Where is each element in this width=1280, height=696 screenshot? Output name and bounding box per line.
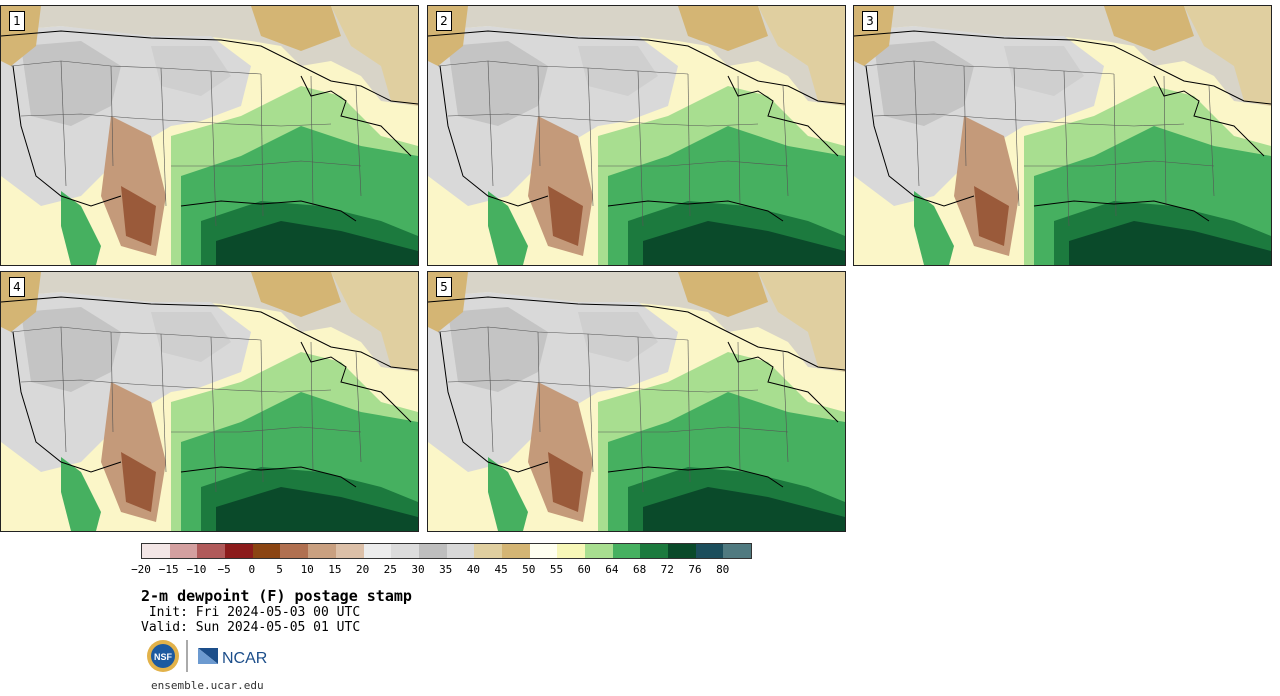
colorbar-tick-label: 25 bbox=[383, 563, 397, 576]
ncar-logo-text: NCAR bbox=[222, 650, 267, 667]
colorbar-tick-label: 64 bbox=[605, 563, 619, 576]
colorbar-segment bbox=[225, 544, 253, 558]
panel-label: 2 bbox=[436, 11, 452, 31]
panel-label: 5 bbox=[436, 277, 452, 297]
valid-time: Valid: Sun 2024-05-05 01 UTC bbox=[141, 620, 361, 635]
colorbar-tick-label: 15 bbox=[328, 563, 342, 576]
panel-label: 4 bbox=[9, 277, 25, 297]
map-panel-2: 2 bbox=[427, 5, 846, 266]
colorbar-tick-label: −20 bbox=[131, 563, 151, 576]
colorbar-ticks: −20 −15 −10 −5 0 5 10 15 20 25 30 35 40 45 50 55 60 64 68 7… bbox=[131, 563, 761, 577]
colorbar-tick-label: −15 bbox=[158, 563, 179, 576]
dewpoint-map-4 bbox=[1, 272, 418, 531]
colorbar-tick-label: 30 bbox=[411, 563, 425, 576]
colorbar-segment bbox=[668, 544, 696, 558]
colorbar-tick-label: 60 bbox=[577, 563, 591, 576]
nsf-logo-text: NSF bbox=[154, 652, 173, 662]
map-panel-4: 4 bbox=[0, 271, 419, 532]
panel-label: 3 bbox=[862, 11, 878, 31]
dewpoint-map-3 bbox=[854, 6, 1271, 265]
colorbar-tick-label: −5 bbox=[217, 563, 231, 576]
map-panel-1: 1 bbox=[0, 5, 419, 266]
colorbar-segment bbox=[308, 544, 336, 558]
colorbar-segment bbox=[446, 544, 475, 558]
colorbar-tick-label: 40 bbox=[466, 563, 481, 576]
colorbar-segment bbox=[695, 544, 724, 558]
ncar-logo-icon: NCAR bbox=[198, 648, 267, 667]
colorbar-segment bbox=[529, 544, 558, 558]
colorbar-tick-label: 76 bbox=[688, 563, 702, 576]
init-time: Init: Fri 2024-05-03 00 UTC bbox=[141, 605, 361, 620]
colorbar-segment bbox=[142, 544, 170, 558]
colorbar-segment bbox=[585, 544, 613, 558]
colorbar-segment bbox=[723, 544, 752, 558]
chart-title: 2-m dewpoint (F) postage stamp bbox=[141, 587, 412, 605]
colorbar-tick-label: 72 bbox=[660, 563, 674, 576]
colorbar-tick-label: 10 bbox=[300, 563, 314, 576]
colorbar bbox=[141, 543, 753, 559]
nsf-logo-icon: NSF bbox=[147, 640, 179, 672]
colorbar-tick-label: 5 bbox=[276, 563, 283, 576]
colorbar-tick-label: 20 bbox=[355, 563, 370, 576]
colorbar-tick-label: 80 bbox=[716, 563, 730, 576]
dewpoint-map-1 bbox=[1, 6, 418, 265]
map-panel-5: 5 bbox=[427, 271, 846, 532]
colorbar-tick-label: 45 bbox=[494, 563, 508, 576]
colorbar-segment bbox=[280, 544, 309, 558]
colorbar-segment bbox=[612, 544, 641, 558]
colorbar-segment bbox=[252, 544, 281, 558]
panel-label: 1 bbox=[9, 11, 25, 31]
colorbar-segment bbox=[557, 544, 585, 558]
colorbar-tick-label: 35 bbox=[439, 563, 453, 576]
colorbar-segment bbox=[363, 544, 392, 558]
logos: NSF NCAR bbox=[146, 638, 276, 674]
colorbar-tick-label: 68 bbox=[632, 563, 647, 576]
dewpoint-map-2 bbox=[428, 6, 845, 265]
colorbar-tick-label: 0 bbox=[248, 563, 256, 576]
colorbar-tick-label: 55 bbox=[549, 563, 564, 576]
colorbar-segment bbox=[391, 544, 419, 558]
colorbar-tick-label: 50 bbox=[522, 563, 536, 576]
colorbar-segment bbox=[335, 544, 364, 558]
map-panel-3: 3 bbox=[853, 5, 1272, 266]
colorbar-segment bbox=[474, 544, 502, 558]
website-url: ensemble.ucar.edu bbox=[151, 679, 264, 692]
colorbar-segment bbox=[197, 544, 226, 558]
colorbar-segment bbox=[640, 544, 669, 558]
colorbar-segment bbox=[418, 544, 447, 558]
colorbar-tick-label: −10 bbox=[186, 563, 207, 576]
colorbar-segment bbox=[501, 544, 530, 558]
dewpoint-map-5 bbox=[428, 272, 845, 531]
colorbar-segment bbox=[169, 544, 198, 558]
